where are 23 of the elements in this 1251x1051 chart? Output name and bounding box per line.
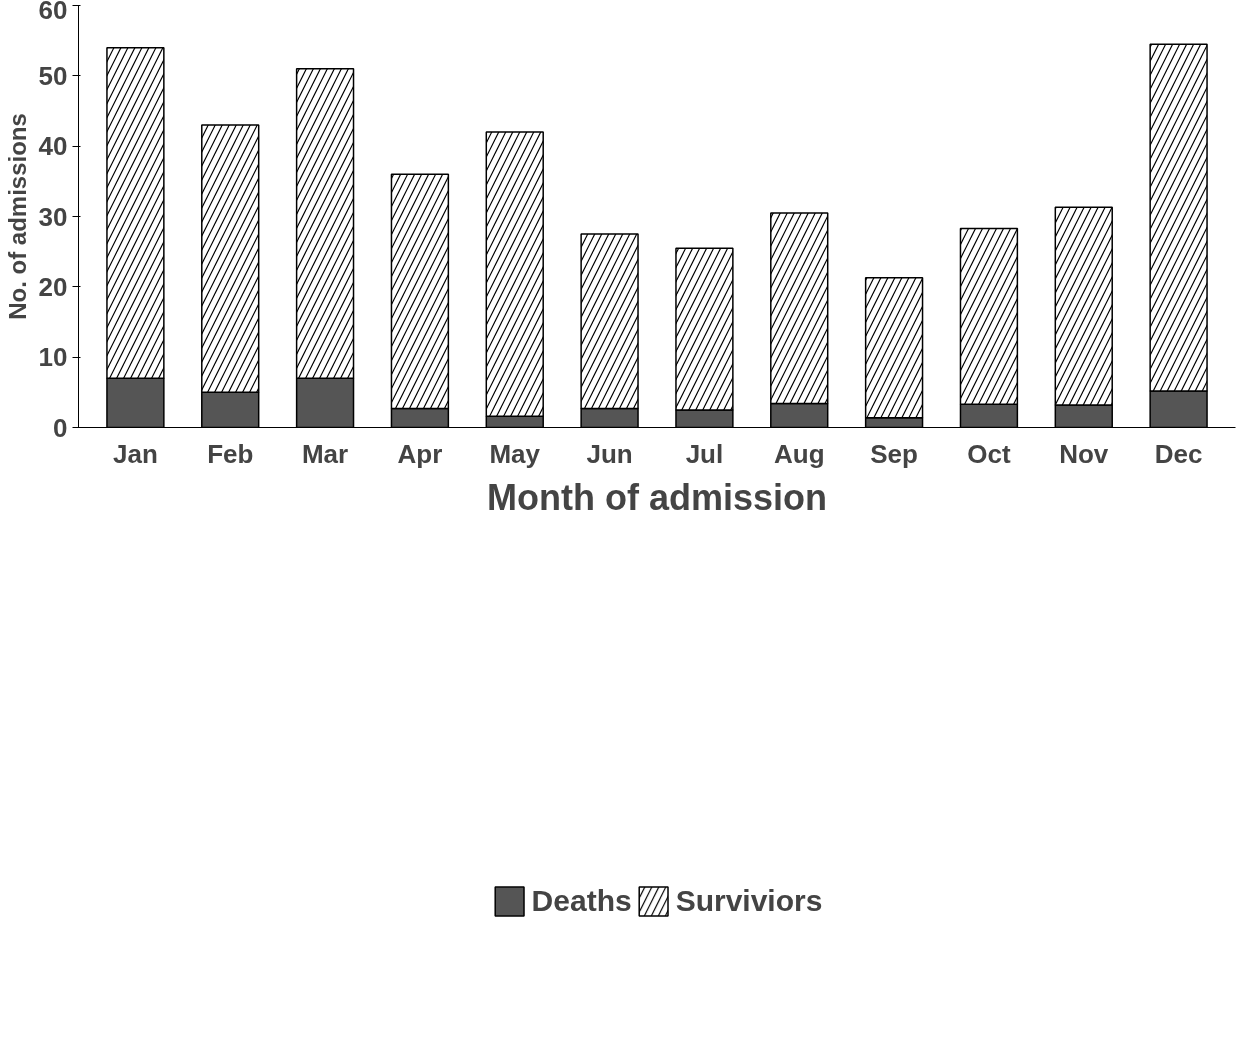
x-tick-label: Feb — [207, 438, 254, 469]
x-tick-label: Oct — [967, 438, 1011, 469]
x-axis-title: Month of admission — [487, 476, 827, 518]
x-tick-label: Apr — [397, 438, 443, 469]
x-tick-label: Jul — [685, 438, 724, 469]
x-tick-label: Aug — [773, 438, 825, 469]
y-tick-label: 60 — [38, 0, 68, 25]
legend-label: Deaths — [531, 884, 632, 918]
y-tick-label: 50 — [38, 60, 68, 91]
y-tick-label: 20 — [38, 271, 68, 302]
text: Surviviors — [675, 884, 823, 918]
x-tick-label: Mar — [301, 438, 349, 469]
y-tick-label: 40 — [38, 131, 68, 162]
x-tick-label: Sep — [870, 438, 918, 469]
y-tick-label: 30 — [38, 201, 68, 232]
x-tick-label: Nov — [1059, 438, 1109, 469]
x-tick-label: Dec — [1154, 438, 1203, 469]
y-axis-title: No. of admissions — [3, 113, 31, 320]
x-tick-label: Jun — [586, 438, 633, 469]
x-tick-label: Jan — [113, 438, 158, 469]
x-tick-label: May — [489, 438, 541, 469]
y-tick-label: 0 — [53, 412, 68, 443]
y-tick-label: 10 — [38, 342, 68, 373]
